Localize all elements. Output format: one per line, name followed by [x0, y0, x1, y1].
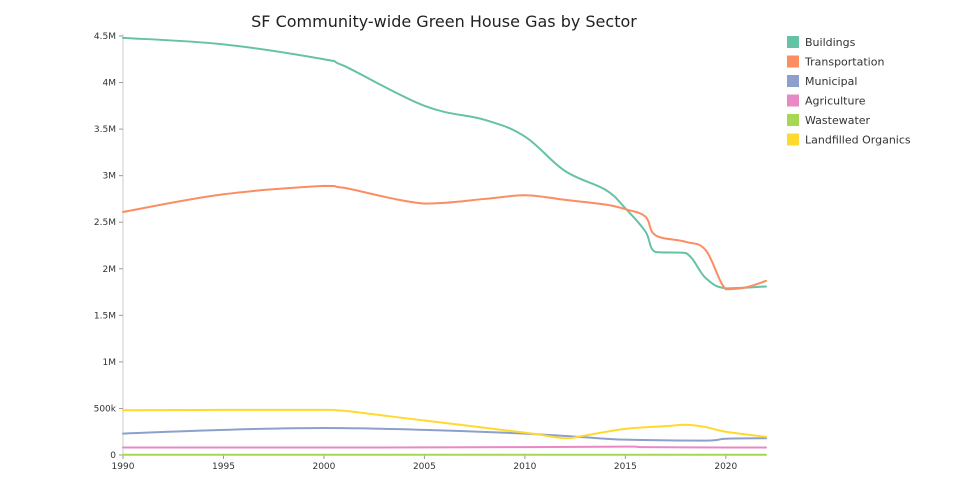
- x-tick-label: 2005: [413, 462, 436, 472]
- x-tick-label: 1990: [112, 462, 135, 472]
- legend-item-transportation: Transportation: [787, 55, 884, 69]
- legend-label: Buildings: [805, 36, 856, 49]
- x-tick-label: 2000: [312, 462, 335, 472]
- y-tick-label: 3M: [103, 172, 117, 182]
- legend-item-agriculture: Agriculture: [787, 94, 866, 108]
- y-tick-label: 2M: [103, 265, 117, 275]
- legend-item-buildings: Buildings: [787, 36, 856, 49]
- legend-swatch: [787, 75, 799, 87]
- series-line-buildings: [122, 36, 767, 290]
- x-tick-label: 2010: [513, 462, 536, 472]
- legend-item-landfilled-organics: Landfilled Organics: [787, 133, 911, 147]
- series-line-agriculture: [122, 445, 767, 449]
- chart-title: SF Community-wide Green House Gas by Sec…: [251, 12, 637, 31]
- y-tick-label: 1M: [103, 358, 117, 368]
- legend-swatch: [787, 94, 799, 107]
- y-tick-label: 0: [110, 451, 116, 461]
- x-tick-label: 2020: [714, 462, 737, 472]
- legend-swatch: [787, 55, 799, 68]
- legend-swatch: [787, 133, 799, 146]
- y-tick-label: 1.5M: [94, 311, 116, 321]
- legend-label: Landfilled Organics: [805, 134, 911, 147]
- y-tick-label: 4M: [103, 79, 117, 89]
- series-line-transportation: [122, 184, 767, 291]
- x-tick-label: 1995: [212, 462, 235, 472]
- legend-swatch: [787, 36, 799, 48]
- x-tick-label: 2015: [614, 462, 637, 472]
- y-tick-label: 3.5M: [94, 125, 116, 135]
- legend: Buildings Transportation Municipal Agricult…: [787, 36, 911, 147]
- legend-item-municipal: Municipal: [787, 75, 857, 88]
- y-tick-label: 2.5M: [94, 218, 116, 228]
- legend-swatch: [787, 114, 799, 126]
- y-tick-label: 4.5M: [94, 32, 116, 42]
- series-line-landfilled-organics: [122, 408, 767, 440]
- series-line-municipal: [122, 427, 767, 442]
- legend-item-wastewater: Wastewater: [787, 114, 871, 127]
- axes: 0 500k 1M 1.5M 2M 2.5M 3M 3.5M 4M 4.5M 1990 1995 200…: [94, 32, 738, 472]
- legend-label: Transportation: [804, 56, 884, 69]
- legend-label: Wastewater: [805, 114, 871, 127]
- legend-label: Agriculture: [805, 95, 866, 108]
- series-layer: [122, 36, 767, 456]
- y-tick-label: 500k: [94, 404, 117, 414]
- legend-label: Municipal: [805, 75, 857, 88]
